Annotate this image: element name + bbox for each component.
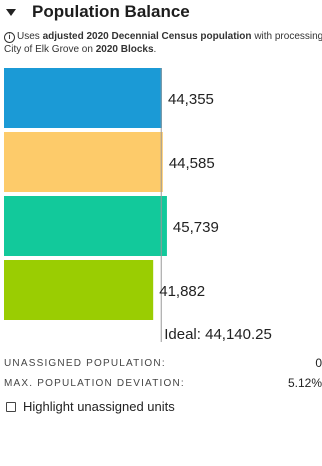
unassigned-population-value: 0: [315, 356, 322, 370]
population-chart: 44,355 44,585 45,739 41,882 Ideal: 44,140.25: [0, 66, 322, 346]
bar-district-2: [4, 132, 163, 192]
value-label-district-3: 45,739: [173, 219, 219, 236]
value-label-district-2: 44,585: [169, 155, 215, 172]
max-deviation-label: MAX. POPULATION DEVIATION:: [4, 377, 185, 389]
note-bold-population: adjusted 2020 Decennial Census populatio…: [42, 31, 252, 42]
max-deviation-row: MAX. POPULATION DEVIATION: 5.12%: [4, 375, 322, 391]
unassigned-population-label: UNASSIGNED POPULATION:: [4, 357, 166, 369]
highlight-unassigned-checkbox[interactable]: [6, 401, 16, 412]
caret-down-icon[interactable]: [6, 8, 16, 16]
population-bar-chart: 44,355 44,585 45,739 41,882 Ideal: 44,140.25: [4, 68, 272, 343]
info-icon: i: [4, 32, 15, 43]
population-balance-header[interactable]: Population Balance: [4, 0, 190, 24]
value-label-district-4: 41,882: [159, 283, 205, 300]
ideal-label: Ideal: 44,140.25: [164, 326, 272, 343]
note-mid: with processing by the: [254, 31, 322, 42]
bar-district-1: [4, 68, 162, 128]
section-title: Population Balance: [32, 2, 190, 21]
highlight-unassigned-label: Highlight unassigned units: [23, 399, 175, 414]
note-suffix: .: [153, 44, 157, 55]
highlight-unassigned-toggle[interactable]: Highlight unassigned units: [6, 399, 175, 414]
bar-district-4: [4, 260, 154, 320]
note-bold-blocks: 2020 Blocks: [95, 44, 154, 55]
data-source-note: i Uses adjusted 2020 Decennial Census pop…: [4, 30, 322, 56]
note-line2-prefix: City of Elk Grove on: [4, 44, 93, 55]
max-deviation-value: 5.12%: [287, 376, 322, 390]
value-label-district-1: 44,355: [168, 91, 214, 108]
note-prefix: Uses: [17, 31, 40, 42]
bar-district-3: [4, 196, 167, 256]
unassigned-population-row: UNASSIGNED POPULATION: 0: [4, 355, 322, 371]
